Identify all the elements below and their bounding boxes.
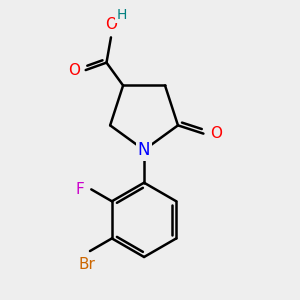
Text: O: O	[210, 126, 222, 141]
Text: H: H	[116, 8, 127, 22]
Text: N: N	[138, 141, 150, 159]
Text: O: O	[68, 63, 80, 78]
Text: Br: Br	[79, 257, 95, 272]
Text: O: O	[105, 17, 117, 32]
Text: F: F	[75, 182, 84, 197]
